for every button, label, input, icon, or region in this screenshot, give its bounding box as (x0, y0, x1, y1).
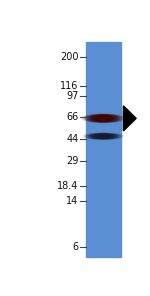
Ellipse shape (95, 116, 112, 121)
Ellipse shape (88, 133, 118, 139)
Ellipse shape (87, 115, 119, 122)
Text: 14: 14 (66, 196, 79, 206)
Text: 6: 6 (72, 242, 79, 252)
Text: 66: 66 (66, 112, 79, 122)
Text: 29: 29 (66, 156, 79, 166)
Text: 97: 97 (66, 91, 79, 101)
Ellipse shape (100, 117, 107, 120)
Ellipse shape (82, 114, 124, 123)
Ellipse shape (92, 115, 114, 121)
Ellipse shape (90, 115, 117, 122)
Ellipse shape (86, 133, 121, 139)
Text: 44: 44 (66, 134, 79, 144)
Polygon shape (123, 106, 136, 131)
Ellipse shape (100, 135, 106, 138)
Bar (86, 42, 121, 257)
Ellipse shape (93, 134, 114, 139)
Ellipse shape (85, 114, 122, 122)
Text: 18.4: 18.4 (57, 181, 79, 191)
Text: 116: 116 (60, 81, 79, 91)
Text: 200: 200 (60, 52, 79, 62)
Ellipse shape (98, 116, 109, 120)
Ellipse shape (98, 135, 109, 138)
Ellipse shape (95, 134, 111, 138)
Ellipse shape (91, 134, 116, 139)
Ellipse shape (84, 133, 123, 139)
